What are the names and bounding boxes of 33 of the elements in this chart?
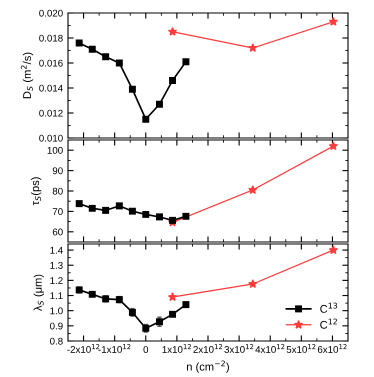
x-tick-label: 3x10$^{12}$ <box>224 344 254 353</box>
x-tick-label: 4x10$^{12}$ <box>255 344 284 353</box>
y-tick-label: 0.016 <box>39 60 63 67</box>
y-tick-label: 1.2 <box>50 277 63 284</box>
y-tick-label: 1.0 <box>50 307 63 314</box>
y-tick-label: 80 <box>52 188 63 195</box>
y-tick-label: 0.020 <box>39 10 63 17</box>
y-tick-label: 60 <box>52 228 63 236</box>
x-tick-label: 5x10$^{12}$ <box>286 344 316 353</box>
y-tick-label: 0.014 <box>39 84 63 92</box>
y-tick-label: 0.010 <box>39 134 63 142</box>
x-axis-title: n (cm$^{−2}$) <box>187 360 229 373</box>
y-axis-title: τ$_{S}$(ps) <box>30 177 42 206</box>
y-tick-label: 0.012 <box>39 110 63 117</box>
x-tick-label: 2x10$^{12}$ <box>193 344 222 353</box>
y-axis-title: λ$_{S}$ (μm) <box>34 274 44 311</box>
y-tick-label: 0.9 <box>50 322 63 330</box>
y-tick-label: 100 <box>48 146 63 154</box>
y-tick-label: 0.018 <box>39 34 63 42</box>
x-tick-label: 0 <box>143 346 148 353</box>
y-tick-label: 70 <box>52 208 63 216</box>
y-tick-label: 1.4 <box>50 246 63 254</box>
x-tick-label: 6x10$^{12}$ <box>318 344 347 353</box>
x-tick-label: 1x10$^{12}$ <box>162 344 191 353</box>
x-tick-label: -2x10$^{12}$ <box>67 344 100 353</box>
y-tick-label: 0.8 <box>50 338 63 345</box>
x-tick-label: -1x10$^{12}$ <box>98 344 130 353</box>
y-tick-label: 1.3 <box>50 262 63 269</box>
y-tick-label: 90 <box>52 167 63 174</box>
y-axis-title: D$_{S}$ (m$^{2}$/s) <box>20 52 34 98</box>
legend-label: C$^{12}$ <box>320 318 337 329</box>
y-tick-label: 1.1 <box>50 292 63 300</box>
legend-label: C$^{13}$ <box>320 302 338 313</box>
